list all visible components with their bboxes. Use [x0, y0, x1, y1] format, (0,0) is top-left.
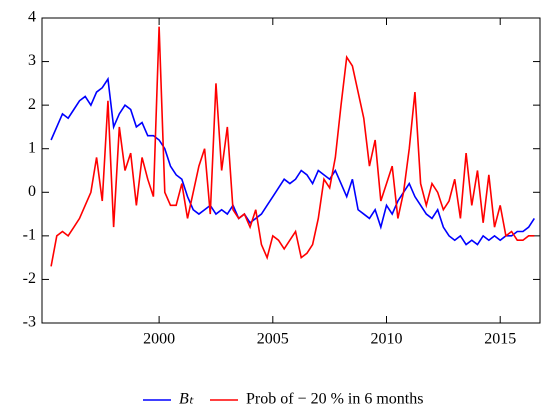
y-tick-label: 1 [28, 139, 36, 156]
legend-label: Bₜ [179, 391, 194, 408]
y-tick-label: 2 [28, 96, 36, 113]
line-series [50, 26, 535, 267]
x-tick-label: 2000 [143, 331, 175, 348]
x-tick-label: 2010 [371, 331, 403, 348]
x-tick-label: 2015 [484, 331, 516, 348]
y-tick-label: -2 [23, 270, 36, 287]
y-tick-label: -1 [23, 227, 36, 244]
y-tick-label: 4 [28, 9, 36, 26]
plot-frame [41, 17, 541, 324]
legend-label: Prob of − 20 % in 6 months [246, 391, 423, 408]
x-tick-label: 2005 [257, 331, 289, 348]
y-tick-label: -3 [23, 314, 36, 331]
y-tick-label: 3 [28, 52, 36, 69]
y-tick-label: 0 [28, 183, 36, 200]
line-series [50, 76, 535, 246]
